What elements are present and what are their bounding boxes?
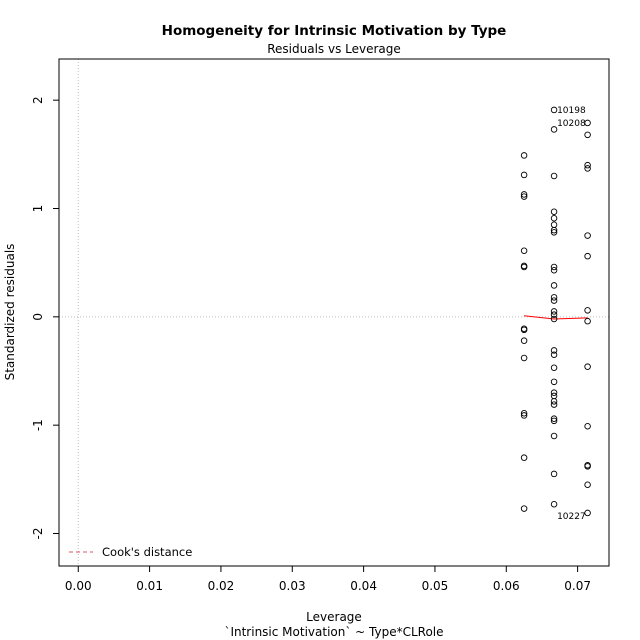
x-axis-sublabel: `Intrinsic Motivation` ~ Type*CLRole (224, 625, 443, 639)
data-point (550, 398, 558, 405)
data-point (550, 282, 558, 289)
data-point (550, 389, 558, 396)
data-point (550, 351, 558, 359)
data-point (550, 221, 558, 228)
data-point (520, 152, 528, 159)
data-point (520, 354, 528, 362)
x-tick-label: 0.00 (65, 579, 92, 593)
data-point (550, 470, 558, 478)
data-point (550, 364, 558, 372)
data-point (584, 363, 591, 370)
data-point (550, 308, 558, 315)
data-point (550, 263, 558, 271)
data-point (520, 263, 528, 271)
data-point (550, 417, 558, 425)
data-point (584, 509, 591, 517)
data-point (550, 315, 558, 323)
data-point (584, 232, 591, 239)
reference-lines (59, 59, 609, 566)
data-point (520, 505, 528, 512)
data-point (520, 326, 528, 334)
data-point (550, 172, 558, 180)
data-point (584, 161, 591, 169)
x-tick-label: 0.04 (350, 579, 377, 593)
data-point (550, 226, 558, 234)
x-tick-label: 0.05 (422, 579, 449, 593)
y-tick-label: 1 (31, 205, 45, 213)
data-point (584, 165, 591, 172)
point-label: 10227 (557, 512, 586, 522)
data-point (520, 191, 528, 198)
data-point (550, 208, 558, 215)
data-point (520, 337, 528, 344)
data-point (550, 501, 558, 508)
point-label: 10198 (557, 106, 586, 116)
data-point (550, 311, 558, 318)
x-axis: 0.00 0.01 0.02 0.03 0.04 0.05 0.06 0.07 (65, 566, 591, 593)
x-tick-label: 0.02 (208, 579, 235, 593)
chart-subtitle: Residuals vs Leverage (267, 42, 401, 56)
x-tick-label: 0.03 (279, 579, 306, 593)
data-point (584, 307, 591, 314)
data-point (584, 423, 591, 430)
data-point (520, 247, 528, 254)
smooth-line (524, 315, 588, 320)
point-labels-group: 10198 10208 10227 (557, 106, 586, 522)
points-group (520, 106, 591, 517)
data-point (520, 412, 528, 419)
data-point (550, 294, 558, 301)
smooth-line-group (524, 315, 588, 320)
data-point (520, 193, 528, 200)
data-point (520, 410, 528, 417)
data-point (550, 432, 558, 440)
data-point (550, 347, 558, 354)
data-point (584, 119, 591, 127)
data-point (550, 297, 558, 304)
x-tick-label: 0.07 (564, 579, 591, 593)
data-point (584, 481, 591, 489)
y-tick-label: 2 (31, 96, 45, 104)
data-point (550, 267, 558, 274)
y-axis: -2 -1 0 1 2 (31, 96, 59, 539)
data-point (550, 392, 558, 400)
data-point (550, 415, 558, 422)
chart-title: Homogeneity for Intrinsic Motivation by … (162, 23, 507, 39)
data-point (550, 126, 558, 133)
plot-frame (58, 58, 610, 567)
data-point (584, 252, 591, 260)
data-point (584, 317, 591, 325)
data-point (584, 131, 591, 139)
y-tick-label: 0 (31, 313, 45, 321)
data-point (520, 454, 528, 461)
x-axis-label: Leverage (306, 610, 362, 624)
legend-label: Cook's distance (102, 545, 192, 559)
data-point (584, 463, 591, 470)
data-point (520, 171, 528, 179)
y-axis-label: Standardized residuals (3, 244, 17, 381)
data-point (550, 378, 558, 386)
y-tick-label: -1 (31, 419, 45, 431)
data-point (550, 106, 558, 114)
x-tick-label: 0.01 (136, 579, 163, 593)
point-label: 10208 (557, 119, 586, 129)
data-point (550, 229, 558, 236)
y-tick-label: -2 (31, 528, 45, 540)
data-point (550, 401, 558, 408)
x-tick-label: 0.06 (493, 579, 520, 593)
data-point (550, 214, 558, 222)
legend: Cook's distance (69, 545, 192, 559)
